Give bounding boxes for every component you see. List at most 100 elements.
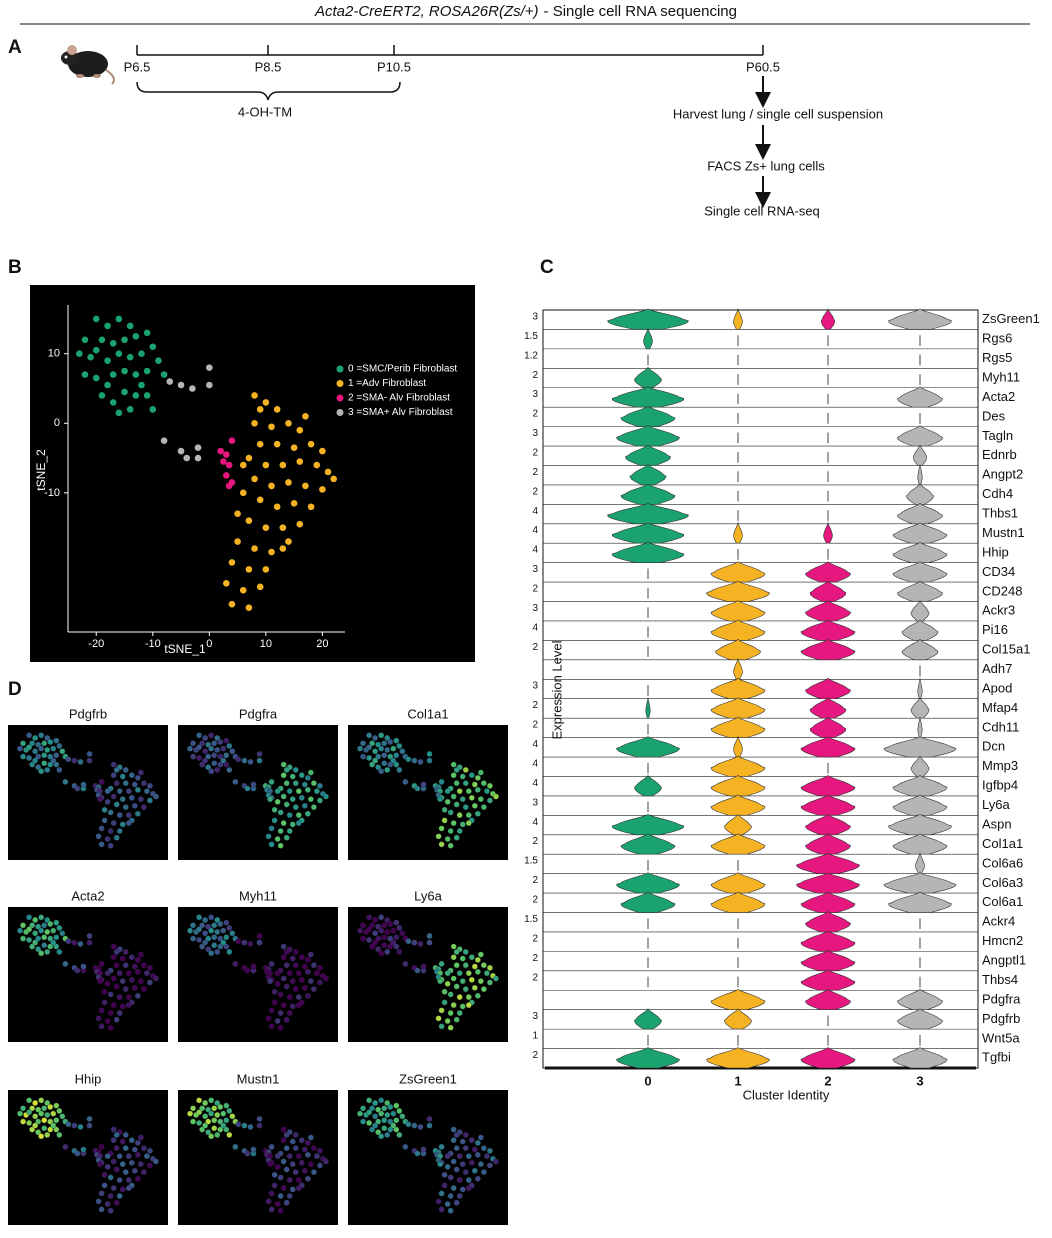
- feature-point: [241, 757, 248, 764]
- feature-point: [402, 1143, 409, 1150]
- violin: [611, 541, 685, 563]
- cell-point: [273, 440, 281, 448]
- feature-point: [277, 809, 284, 816]
- feature-point: [477, 796, 484, 803]
- gene-label: Dcn: [982, 739, 1005, 754]
- feature-point: [98, 1007, 105, 1014]
- feature-point: [387, 1126, 394, 1133]
- feature-point: [459, 773, 466, 780]
- feature-point: [366, 754, 373, 761]
- feature-point: [217, 921, 224, 927]
- feature-point: [393, 943, 400, 950]
- feature-point: [411, 757, 418, 764]
- feature-point: [86, 1115, 93, 1122]
- feature-point: [32, 939, 39, 946]
- feature-point: [399, 748, 406, 755]
- feature-point: [274, 1018, 281, 1024]
- feature-point: [140, 962, 147, 969]
- feature-point: [493, 975, 499, 982]
- feature-background: [8, 1090, 168, 1225]
- feature-point: [137, 796, 144, 803]
- feature-point: [137, 1161, 144, 1168]
- gene-label: Rgs5: [982, 350, 1012, 365]
- cell-point: [279, 524, 287, 531]
- row-max-label: 2: [532, 933, 538, 944]
- violin: [800, 736, 856, 758]
- feature-point: [295, 1002, 302, 1009]
- feature-point: [323, 1158, 329, 1165]
- feature-point: [438, 1143, 445, 1150]
- violin: [823, 521, 833, 544]
- violin: [800, 775, 856, 797]
- feature-point: [459, 978, 466, 985]
- feature-point: [414, 785, 421, 792]
- feature-point: [411, 1122, 418, 1129]
- feature-point: [366, 914, 373, 921]
- cell-point: [109, 339, 117, 347]
- feature-point: [59, 1113, 66, 1120]
- feature-point: [208, 950, 215, 957]
- feature-point: [47, 739, 54, 745]
- feature-point: [310, 962, 317, 969]
- row-max-label: 2: [532, 895, 538, 906]
- feature-point: [453, 1145, 460, 1152]
- cell-point: [234, 538, 241, 545]
- feature-point: [271, 1171, 278, 1178]
- feature-point: [214, 766, 221, 773]
- gene-label: Wnt5a: [982, 1030, 1020, 1045]
- gene-label: Col1a1: [982, 836, 1023, 851]
- violin: [800, 1047, 856, 1069]
- violin: [912, 444, 928, 466]
- feature-point: [280, 820, 287, 827]
- feature-point: [283, 1166, 290, 1173]
- feature-point: [202, 1113, 209, 1120]
- feature-point: [122, 766, 129, 773]
- cell-point: [245, 517, 253, 524]
- feature-point: [372, 1100, 379, 1106]
- feature-point: [250, 781, 257, 788]
- feature-point: [119, 1186, 126, 1193]
- cell-point: [319, 447, 326, 455]
- feature-point: [393, 1126, 400, 1133]
- feature-point: [226, 1131, 233, 1138]
- feature-point: [453, 834, 460, 841]
- feature-point: [29, 1126, 36, 1133]
- feature-point: [95, 1198, 102, 1205]
- feature-point: [202, 735, 209, 741]
- feature-point: [32, 1122, 39, 1129]
- gene-label: Pi16: [982, 622, 1008, 637]
- feature-point: [113, 1199, 120, 1206]
- feature-point: [232, 778, 239, 785]
- feature-point: [474, 968, 481, 975]
- feature-point: [35, 946, 42, 953]
- feature-point: [143, 970, 150, 977]
- row-max-label: 1: [532, 1031, 538, 1042]
- feature-point: [450, 1137, 457, 1144]
- feature-point: [420, 1146, 427, 1153]
- cell-point: [290, 499, 298, 507]
- feature-point: [217, 1118, 224, 1125]
- feature-point: [453, 1166, 460, 1173]
- feature-point: [483, 1153, 490, 1160]
- feature-point: [223, 1102, 230, 1109]
- feature-point: [205, 1106, 212, 1113]
- feature-point: [220, 745, 227, 752]
- feature-point: [414, 967, 421, 974]
- feature-point: [390, 1110, 397, 1117]
- gene-label: Mfap4: [982, 700, 1018, 715]
- feature-point: [101, 817, 108, 824]
- cell-point: [296, 426, 304, 434]
- feature-point: [125, 788, 132, 795]
- feature-point: [107, 842, 114, 849]
- row-max-label: 1.5: [524, 331, 538, 342]
- feature-point: [387, 761, 394, 768]
- feature-point: [41, 1117, 48, 1124]
- feature-point: [146, 1162, 153, 1169]
- feature-point: [104, 1153, 111, 1160]
- violin: [892, 541, 948, 563]
- feature-point: [134, 786, 141, 793]
- feature-point: [420, 781, 427, 788]
- feature-point: [113, 1131, 120, 1138]
- feature-point: [414, 1150, 421, 1157]
- title-italic: Acta2-CreERT2, ROSA26R(Zs/+): [314, 3, 539, 20]
